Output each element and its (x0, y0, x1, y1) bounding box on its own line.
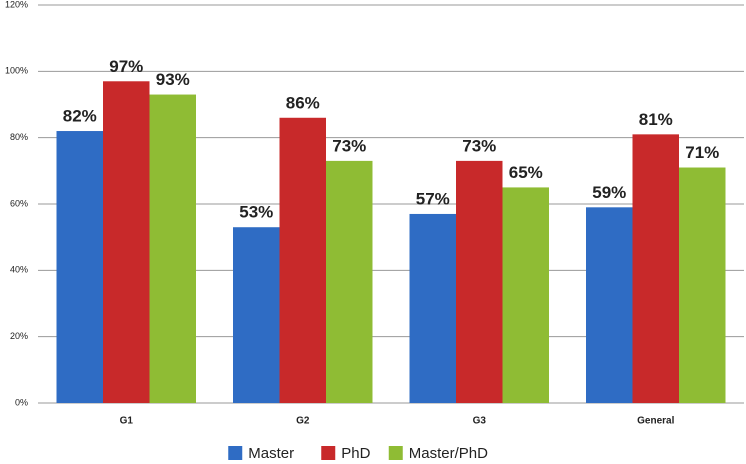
bar (456, 160, 503, 403)
value-label: 65% (509, 163, 543, 182)
legend-label: Master/PhD (409, 445, 488, 462)
value-label: 73% (332, 136, 366, 155)
y-tick-label: 40% (10, 265, 28, 275)
value-label: 86% (286, 93, 320, 112)
value-label: 81% (639, 110, 673, 129)
value-label: 71% (685, 143, 719, 162)
legend-label: Master (248, 445, 294, 462)
legend-swatch (228, 446, 243, 460)
y-tick-label: 120% (5, 0, 28, 9)
bar (56, 131, 103, 404)
value-label: 97% (109, 57, 143, 76)
value-label: 93% (156, 70, 190, 89)
y-tick-label: 20% (10, 331, 28, 341)
y-tick-label: 80% (10, 132, 28, 142)
bar (103, 81, 150, 404)
value-label: 53% (239, 203, 273, 222)
bar (679, 167, 726, 403)
bar (233, 227, 280, 403)
bar (632, 134, 679, 403)
value-label: 82% (63, 107, 97, 126)
x-tick-label: G1 (120, 416, 134, 427)
y-tick-label: 100% (5, 66, 28, 76)
value-label: 57% (416, 189, 450, 208)
value-label: 59% (592, 183, 626, 202)
bar (502, 187, 549, 403)
x-tick-label: General (637, 416, 674, 427)
value-label: 73% (462, 136, 496, 155)
y-tick-label: 60% (10, 198, 28, 208)
bar (586, 207, 633, 403)
y-tick-label: 0% (15, 397, 28, 407)
bar (409, 213, 456, 403)
x-tick-label: G2 (296, 416, 310, 427)
bar (279, 117, 326, 404)
x-tick-label: G3 (473, 416, 487, 427)
bar (326, 160, 373, 403)
legend-swatch (388, 446, 403, 460)
bar (149, 94, 196, 404)
legend-swatch (321, 446, 336, 460)
legend-label: PhD (341, 445, 370, 462)
